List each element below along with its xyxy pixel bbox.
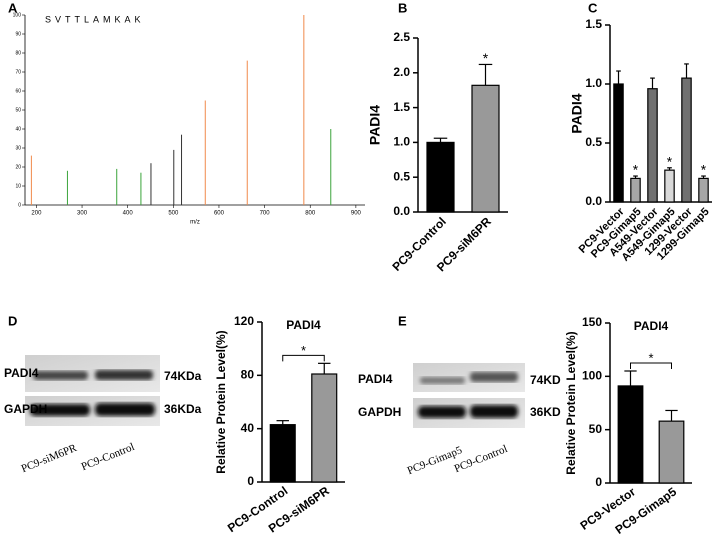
y-tick-label: 70: [15, 69, 21, 75]
x-tick-label: 900: [351, 211, 362, 217]
y-tick-label: 50: [589, 422, 603, 436]
blot-row-label: GAPDH: [358, 405, 401, 419]
panel-label: D: [8, 313, 17, 328]
y-tick-label: 1.5: [585, 17, 602, 31]
y-tick-label: 90: [15, 31, 21, 37]
significance: *: [301, 343, 306, 358]
bracket: [282, 354, 325, 362]
panel-label: A: [8, 0, 18, 15]
y-tick-label: 30: [15, 145, 21, 151]
blot-row-label: PADI4: [358, 372, 393, 386]
y-tick-label: 120: [234, 314, 254, 328]
y-tick-label: 50: [15, 107, 21, 113]
bar: [471, 84, 500, 213]
y-tick-label: 40: [15, 126, 21, 132]
bar: [698, 177, 709, 203]
panel-label: C: [588, 0, 598, 15]
blot-row-label: PADI4: [4, 366, 39, 380]
peptide: SVTTLAMKAK: [45, 14, 145, 24]
y-tick-label: 20: [15, 164, 21, 170]
y-tick-label: 60: [15, 88, 21, 94]
y-tick-label: 0.5: [393, 169, 410, 183]
significance: *: [483, 50, 489, 66]
x-tick-label: 400: [123, 211, 134, 217]
significance: *: [633, 162, 639, 178]
blot-band: [470, 405, 518, 418]
x-axis-label: m/z: [190, 220, 200, 226]
significance: *: [667, 153, 673, 169]
y-tick-label: 150: [582, 315, 602, 329]
panel-label: E: [398, 313, 407, 328]
y-axis-label: Relative Protein Level(%): [214, 330, 228, 473]
y-axis-label: PADI4: [569, 93, 585, 133]
bar: [647, 88, 658, 203]
y-axis-label: PADI4: [367, 105, 383, 145]
blot-band: [418, 406, 466, 418]
y-tick-label: 0.0: [585, 194, 602, 208]
blot-d: PADI4 GAPDH 74KDa 36KDa PC9-siM6PR PC9-C…: [4, 355, 202, 475]
y-tick-label: 0: [247, 474, 254, 488]
blot-size-label: 36KDa: [164, 402, 202, 416]
significance: *: [701, 162, 707, 178]
blot-band: [33, 371, 88, 380]
blot-lane-label: PC9-siM6PR: [20, 442, 80, 475]
y-tick-label: 10: [15, 183, 21, 189]
bar: [630, 177, 641, 203]
chart-title: PADI4: [286, 318, 321, 332]
y-tick-label: 80: [241, 368, 255, 382]
y-tick-label: 100: [582, 369, 602, 383]
blot-lane-label: PC9-Control: [453, 443, 510, 475]
y-axis-label: Relative Protein Level(%): [564, 331, 578, 474]
bar: [613, 83, 624, 203]
bar: [269, 424, 296, 483]
bar: [681, 77, 692, 203]
blot-band: [30, 404, 90, 416]
blot-band: [470, 372, 518, 382]
y-tick-label: 2.0: [393, 65, 410, 79]
blot-band: [420, 377, 465, 384]
y-tick-label: 1.5: [393, 100, 410, 114]
blot-lane-label: PC9-Control: [80, 441, 137, 473]
blot-band: [95, 370, 153, 380]
bar: [426, 141, 455, 213]
y-tick-label: 40: [241, 421, 255, 435]
x-tick-label: 600: [214, 211, 225, 217]
y-tick-label: 0.5: [585, 135, 602, 149]
y-tick-label: 1.0: [393, 135, 410, 149]
y-tick-label: 80: [15, 50, 21, 56]
blot-band: [95, 403, 155, 416]
bar: [664, 169, 675, 203]
blot-size-label: 36KD: [530, 405, 561, 419]
significance: *: [648, 350, 653, 365]
x-tick-label: 700: [260, 211, 271, 217]
blot-row-label: GAPDH: [4, 402, 47, 416]
y-tick-label: 0: [595, 475, 602, 489]
x-tick-label: 200: [31, 211, 42, 217]
x-tick-label: 500: [168, 211, 179, 217]
chart-title: PADI4: [634, 319, 669, 333]
bar: [617, 385, 644, 484]
bar: [658, 420, 685, 484]
blot-size-label: 74KDa: [164, 369, 202, 383]
y-tick-label: 0.0: [393, 204, 410, 218]
blot-size-label: 74KD: [530, 373, 561, 387]
blot-e: PADI4 GAPDH 74KD 36KD PC9-Gimap5 PC9-Con…: [358, 363, 561, 477]
y-tick-label: 2.5: [393, 30, 410, 44]
y-tick-label: 0: [18, 202, 21, 208]
bar: [311, 373, 338, 483]
x-tick-label: 300: [77, 211, 88, 217]
y-tick-label: 1.0: [585, 76, 602, 90]
y-tick-label: 100: [13, 12, 22, 18]
bracket: [630, 362, 672, 369]
panel-label: B: [398, 0, 407, 15]
x-tick-label: 800: [305, 211, 316, 217]
